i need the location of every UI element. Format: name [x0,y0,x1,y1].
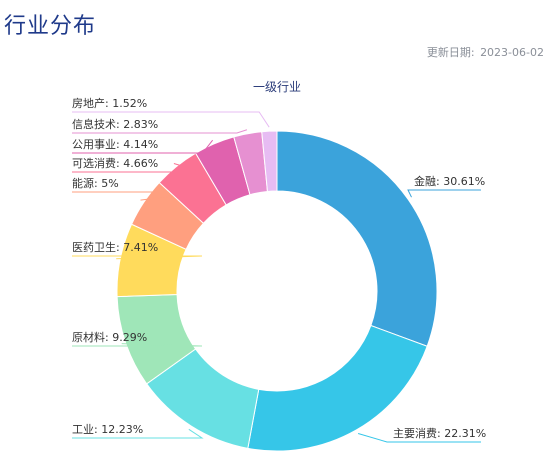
leader-line-0 [407,189,481,198]
slice-1[interactable] [247,324,428,452]
chart-title: 一级行业 [252,80,301,94]
slice-label-1: 主要消费: 22.31% [393,426,486,440]
slice-0[interactable] [276,130,438,347]
leader-line-7 [72,139,214,154]
leader-line-3 [72,343,203,347]
slice-label-9: 房地产: 1.52% [72,96,147,110]
update-date: 更新日期: 2023-06-02 [427,44,544,60]
update-date-label: 更新日期: [426,46,475,59]
slice-label-5: 能源: 5% [72,176,119,190]
slice-label-8: 信息技术: 2.83% [72,117,158,131]
slice-label-0: 金融: 30.61% [414,174,485,188]
slice-label-6: 可选消费: 4.66% [72,156,158,170]
update-date-value: 2023-06-02 [480,46,544,59]
page-title: 行业分布 [4,14,97,39]
leader-line-9 [72,111,270,128]
slice-9[interactable] [261,130,278,193]
leader-line-4 [72,255,203,260]
slice-label-2: 工业: 12.23% [72,423,143,436]
leader-line-6 [72,162,203,173]
leader-line-2 [72,428,204,439]
slice-label-3: 原材料: 9.29% [72,330,147,344]
slice-label-7: 公用事业: 4.14% [72,138,158,151]
leader-line-1 [357,433,481,443]
leader-line-8 [72,129,248,134]
slice-label-4: 医药卫生: 7.41% [72,240,158,254]
